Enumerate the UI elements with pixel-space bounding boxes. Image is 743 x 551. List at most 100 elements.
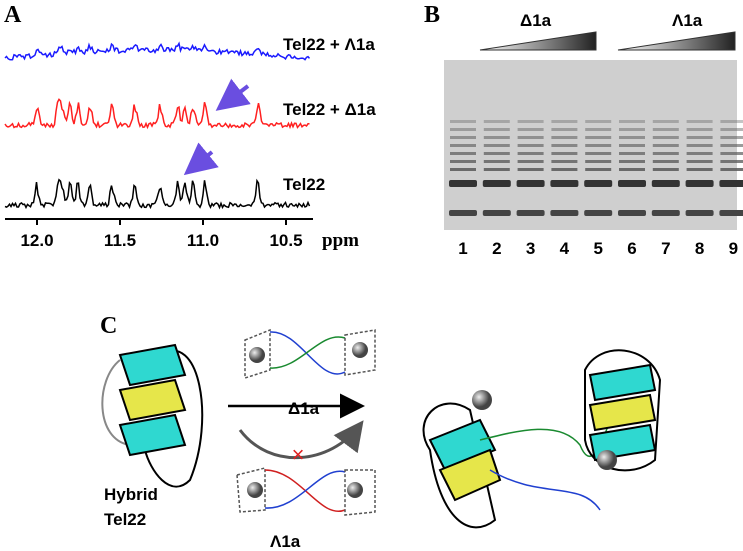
arrow: [238, 420, 364, 460]
ladder: [720, 136, 743, 139]
band: [482, 180, 511, 187]
ladder: [652, 168, 679, 171]
ladder: [551, 128, 578, 131]
ladder: [619, 128, 645, 131]
ramp: [617, 31, 736, 51]
lane-label: 9: [729, 239, 738, 258]
arrow: [215, 78, 251, 111]
ladder: [686, 120, 713, 123]
ladder: [619, 152, 645, 155]
lane-labels: 1 2 3 4 5 6 7 8 9: [458, 239, 738, 258]
ladder: [720, 152, 743, 155]
panel-label: B: [424, 2, 440, 28]
ladder: [585, 168, 612, 171]
ladder: [720, 168, 743, 171]
lane-label: 5: [593, 239, 602, 258]
trace-label: Tel22: [283, 175, 325, 194]
band: [482, 210, 511, 216]
ticks: [36, 219, 287, 225]
bound-complex: [422, 349, 662, 529]
lane-label: 8: [695, 239, 704, 258]
cross: ×: [292, 442, 305, 467]
tick-label: 11.0: [187, 231, 219, 250]
ladder: [483, 168, 510, 171]
band: [618, 180, 646, 187]
band: [449, 210, 477, 216]
lane-label: 7: [661, 239, 670, 258]
ladder: [720, 160, 743, 163]
ladder: [517, 144, 544, 147]
band: [719, 210, 743, 216]
ladder: [652, 128, 679, 131]
complex-bottom: [236, 467, 376, 516]
panel-label: A: [4, 2, 22, 28]
band: [516, 210, 545, 216]
trace-label: Tel22 + Δ1a: [283, 100, 376, 119]
name: Tel22: [104, 510, 146, 529]
ladder: [551, 168, 578, 171]
ladder: [517, 168, 544, 171]
band: [651, 180, 680, 187]
ladder: [585, 152, 612, 155]
ladder: [652, 160, 679, 163]
spectrum: [4, 98, 310, 130]
ladder: [652, 136, 679, 139]
lane-label: 3: [526, 239, 535, 258]
ladder: [517, 136, 544, 139]
ladder: [585, 144, 612, 147]
panel-label: C: [100, 313, 117, 339]
ladder: [450, 128, 476, 131]
band: [584, 210, 613, 216]
ladder: [450, 136, 476, 139]
ladder: [551, 120, 578, 123]
tick-label: 11.5: [104, 231, 136, 250]
lane-label: 2: [492, 239, 501, 258]
ladder: [720, 120, 743, 123]
ladder: [652, 120, 679, 123]
ladder: [551, 144, 578, 147]
ligand-label: Λ1a: [270, 532, 301, 551]
band: [651, 210, 680, 216]
tick-label: 10.5: [269, 231, 302, 250]
ladder: [619, 136, 645, 139]
ladder: [450, 144, 476, 147]
ladder: [517, 152, 544, 155]
unit: ppm: [322, 230, 359, 251]
ladder: [483, 152, 510, 155]
ladder: [450, 152, 476, 155]
band: [618, 210, 646, 216]
ladder: [619, 160, 645, 163]
complex-top: [244, 328, 376, 380]
ladder: [517, 120, 544, 123]
ladder: [652, 152, 679, 155]
ladder: [450, 168, 476, 171]
tick-label: 12.0: [20, 231, 53, 250]
ladder: [517, 160, 544, 163]
ladder: [585, 128, 612, 131]
band: [516, 180, 545, 187]
ladder: [686, 136, 713, 139]
ladder: [652, 144, 679, 147]
trace-label: Tel22 + Λ1a: [283, 35, 375, 54]
group-label: Λ1a: [672, 11, 703, 30]
ladder: [551, 136, 578, 139]
ladder: [450, 160, 476, 163]
name: Hybrid: [104, 485, 158, 504]
lane-label: 4: [560, 239, 570, 258]
ladder: [483, 144, 510, 147]
ladder: [720, 144, 743, 147]
bands: [449, 120, 743, 216]
lane-label: 6: [627, 239, 636, 258]
ladder: [686, 144, 713, 147]
band: [685, 210, 714, 216]
ladder: [483, 120, 510, 123]
quadruplex: [101, 343, 204, 488]
ladder: [483, 136, 510, 139]
ladder: [585, 120, 612, 123]
band: [550, 180, 579, 187]
ladder: [483, 128, 510, 131]
ladder: [551, 160, 578, 163]
ladder: [619, 168, 645, 171]
ladder: [686, 128, 713, 131]
